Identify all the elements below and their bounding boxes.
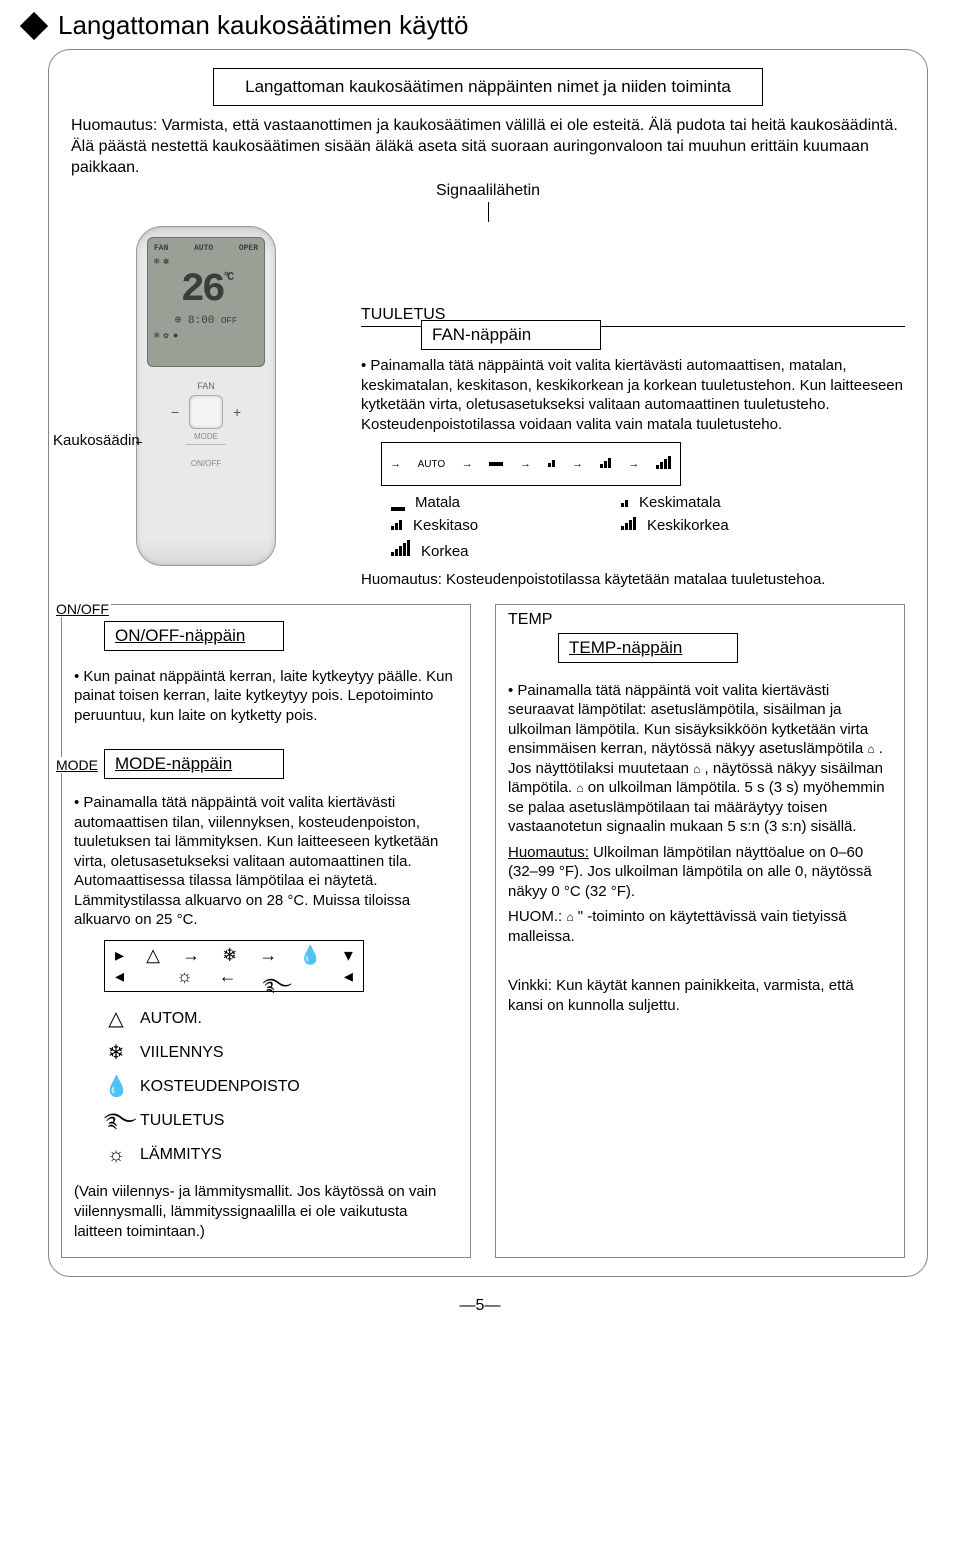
mode-fan: TUULETUS bbox=[140, 1107, 224, 1134]
tree-icon: ✽ bbox=[163, 257, 168, 267]
temp-note2-label: HUOM.: bbox=[508, 908, 562, 925]
main-frame: Langattoman kaukosäätimen näppäinten nim… bbox=[48, 49, 928, 1277]
right-column: TEMP TEMP-näppäin Painamalla tätä näppäi… bbox=[495, 604, 905, 1258]
low-icon bbox=[391, 507, 405, 511]
screen-temp-unit: °C bbox=[223, 270, 231, 284]
signal-line bbox=[488, 202, 489, 222]
mode-heat: LÄMMITYS bbox=[140, 1141, 222, 1168]
remote-illustration: Kaukosäädin FAN AUTO OPER ❄ ✽ bbox=[136, 226, 276, 566]
fan-auto-label: AUTO bbox=[418, 459, 446, 470]
intro-text: Huomautus: Varmista, että vastaanottimen… bbox=[71, 116, 905, 178]
mode-dry: KOSTEUDENPOISTO bbox=[140, 1073, 300, 1100]
cool-cycle-icon: ❄ bbox=[222, 945, 237, 966]
mode-row-label: MODE bbox=[54, 757, 100, 773]
fan-high: Korkea bbox=[421, 543, 469, 560]
mode-button-box: MODE-näppäin bbox=[104, 749, 284, 779]
mode-auto: AUTOM. bbox=[140, 1005, 202, 1032]
mode-cool: VIILENNYS bbox=[140, 1039, 224, 1066]
snow-icon: ❄ bbox=[154, 257, 159, 267]
heat-icon: ☼ bbox=[104, 1138, 128, 1172]
medlow-icon bbox=[621, 494, 629, 511]
page-number: 5 bbox=[476, 1297, 485, 1314]
onoff-button-box: ON/OFF-näppäin bbox=[104, 621, 284, 651]
auto-cycle-icon: △ bbox=[146, 945, 160, 966]
mini-drop-icon: ● bbox=[173, 331, 178, 341]
cool-icon: ❄ bbox=[104, 1036, 128, 1070]
remote-divider bbox=[186, 444, 226, 445]
fan-medlow: Keskimatala bbox=[639, 494, 721, 511]
fan-description: Painamalla tätä näppäintä voit valita ki… bbox=[361, 356, 905, 434]
temp-note1-label: Huomautus: bbox=[508, 844, 589, 861]
mode-description: Painamalla tätä näppäintä voit valita ki… bbox=[74, 793, 458, 930]
page-title: Langattoman kaukosäätimen käyttö bbox=[58, 10, 468, 41]
fan-low: Matala bbox=[415, 494, 460, 511]
fan-medhigh: Keskikorkea bbox=[647, 517, 729, 534]
temp-section-label: TEMP bbox=[508, 611, 892, 629]
onoff-row-label: ON/OFF bbox=[54, 601, 111, 617]
remote-side-label: Kaukosäädin bbox=[53, 432, 140, 449]
screen-temp-value: 26 bbox=[181, 268, 223, 313]
onoff-description: Kun painat näppäintä kerran, laite kytke… bbox=[74, 667, 458, 726]
fan-med: Keskitaso bbox=[413, 517, 478, 534]
screen-time-value: 8:00 bbox=[188, 315, 214, 327]
mode-cycle-diagram: ▸ △→ ❄→ 💧 ▾ ◂ ☼← ࿐ ◂ bbox=[104, 940, 364, 992]
remote-mode-label: MODE bbox=[147, 432, 265, 441]
remote-onoff-label: ON/OFF bbox=[147, 459, 265, 468]
fan-legend: Matala Keskimatala Keskitaso Keskikorkea… bbox=[391, 494, 905, 560]
auto-icon: △ bbox=[104, 1002, 128, 1036]
house-icon-4: ⌂ bbox=[566, 910, 573, 924]
temp-button-box: TEMP-näppäin bbox=[558, 633, 738, 663]
remote-side-connector bbox=[136, 442, 142, 443]
temp-desc-1: Painamalla tätä näppäintä voit valita ki… bbox=[508, 682, 868, 758]
left-column: ON/OFF ON/OFF-näppäin Kun painat näppäin… bbox=[61, 604, 471, 1258]
screen-oper: OPER bbox=[239, 244, 258, 253]
page-footer: —5— bbox=[20, 1297, 940, 1315]
house-icon-1: ⌂ bbox=[867, 742, 874, 756]
remote-fan-label: FAN bbox=[147, 381, 265, 391]
screen-fan: FAN bbox=[154, 244, 168, 253]
mini-snow-icon: ❄ bbox=[154, 331, 159, 341]
mode-footnote: (Vain viilennys- ja lämmitysmallit. Jos … bbox=[74, 1182, 458, 1243]
screen-time-suffix: OFF bbox=[221, 316, 237, 326]
clock-icon: ⊕ bbox=[175, 315, 182, 327]
minus-icon: − bbox=[171, 404, 179, 420]
diamond-bullet bbox=[20, 11, 48, 39]
fan-button-box: FAN-näppäin bbox=[421, 320, 601, 350]
remote-screen: FAN AUTO OPER ❄ ✽ 26°C ⊕ bbox=[147, 237, 265, 367]
fan-note: Huomautus: Kosteudenpoistotilassa käytet… bbox=[361, 570, 905, 590]
plus-icon: + bbox=[233, 404, 241, 420]
dry-icon: 💧 bbox=[104, 1070, 128, 1104]
screen-auto: AUTO bbox=[194, 244, 213, 253]
signal-label: Signaalilähetin bbox=[436, 182, 540, 199]
fan-mode-icon: ࿐ bbox=[104, 1104, 128, 1138]
subtitle-box: Langattoman kaukosäätimen näppäinten nim… bbox=[213, 68, 763, 106]
fan-cycle-diagram: → AUTO → → → → bbox=[381, 442, 681, 486]
med-icon bbox=[391, 517, 403, 534]
high-icon bbox=[391, 540, 411, 560]
fan-cycle-icon: ࿐ bbox=[263, 966, 292, 1016]
remote-center-button bbox=[189, 395, 223, 429]
mini-fan-icon: ✿ bbox=[163, 331, 168, 341]
medhigh-icon bbox=[621, 517, 637, 534]
mode-list: △ AUTOM. ❄ VIILENNYS 💧 KOSTEUDENPOISTO ࿐ TUU… bbox=[104, 1002, 458, 1172]
temp-tip: Vinkki: Kun käytät kannen painikkeita, v… bbox=[508, 976, 892, 1015]
dry-cycle-icon: 💧 bbox=[299, 945, 321, 966]
house-icon-3: ⌂ bbox=[576, 781, 583, 795]
house-icon-2: ⌂ bbox=[693, 762, 700, 776]
